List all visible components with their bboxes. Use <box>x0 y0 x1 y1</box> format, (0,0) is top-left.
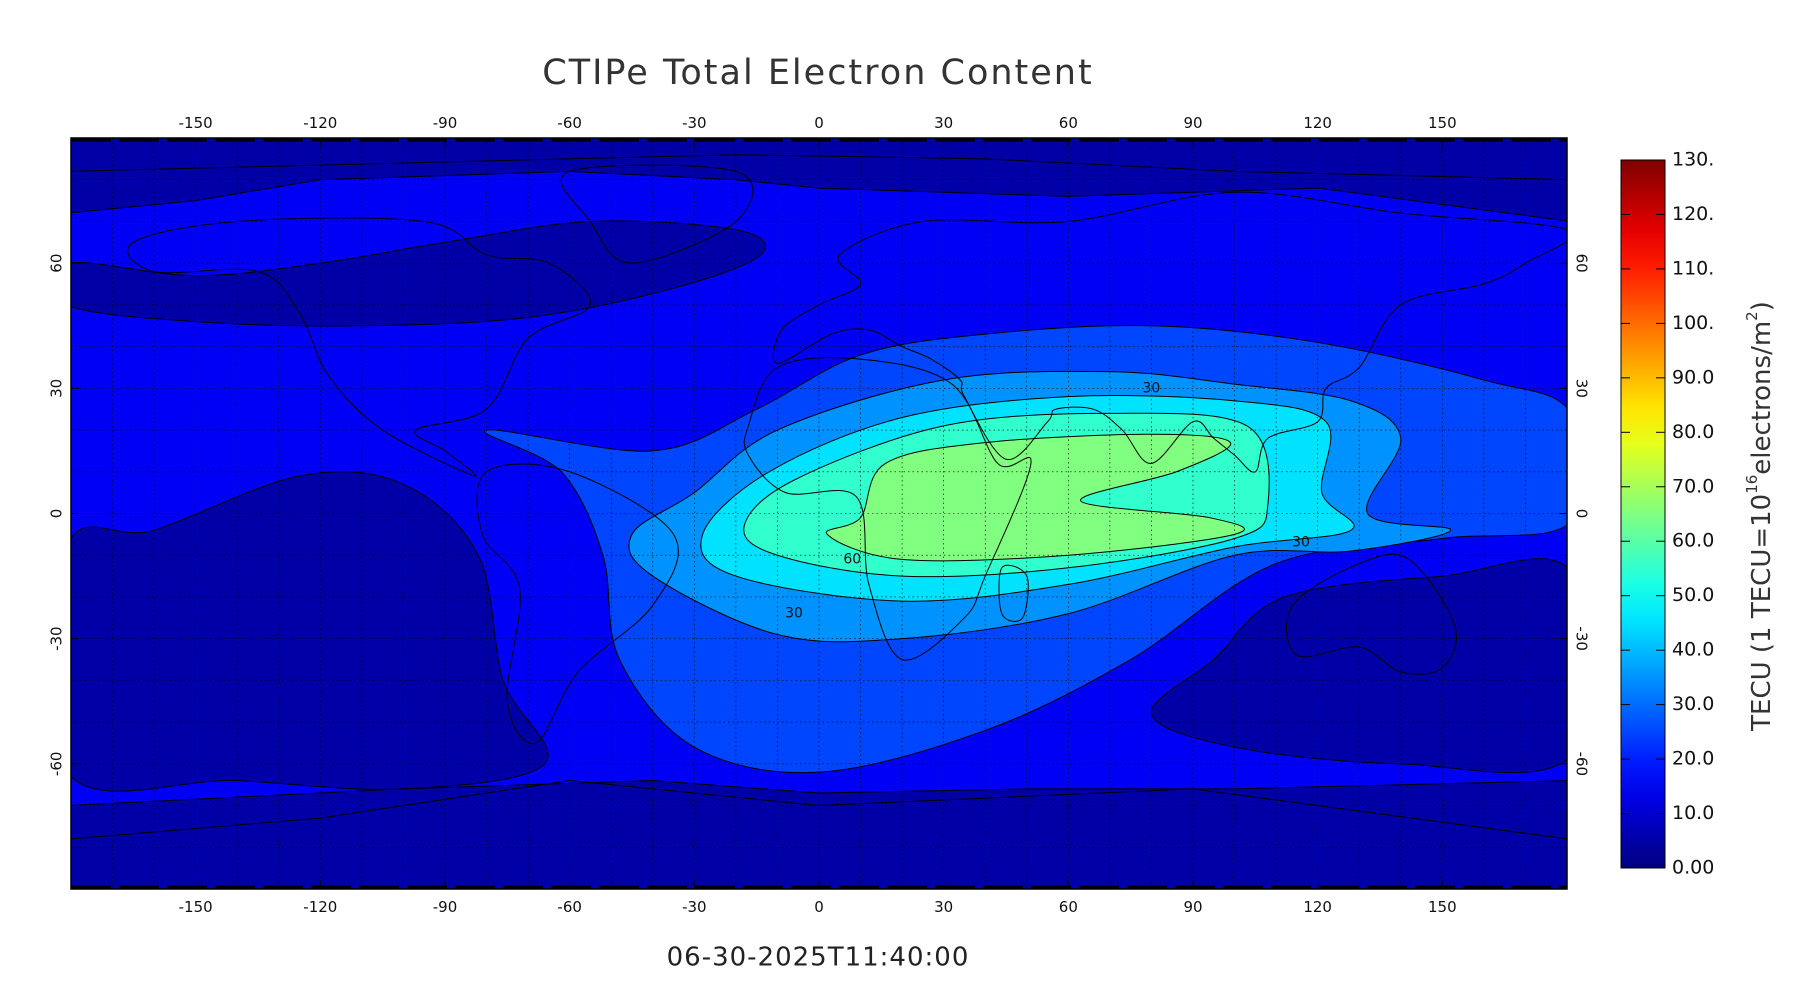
colorbar-tick-label: 30.0 <box>1672 693 1714 715</box>
label-part: ) <box>1747 301 1777 311</box>
x-tick-label: -150 <box>179 114 213 132</box>
y-tick-label: 60 <box>1573 254 1591 273</box>
chart-title: CTIPe Total Electron Content <box>542 53 1093 93</box>
x-tick-label: -30 <box>682 898 707 916</box>
x-tick-label: 30 <box>934 898 953 916</box>
colorbar-tick-label: 130. <box>1672 149 1714 171</box>
x-tick-label: 120 <box>1303 898 1332 916</box>
coastline <box>476 463 679 745</box>
y-tick-label: 30 <box>48 379 66 398</box>
colorbar-tick-label: 10.0 <box>1672 802 1714 824</box>
x-tick-label: 120 <box>1303 114 1332 132</box>
colorbar-tick-label: 0.00 <box>1672 857 1714 879</box>
x-tick-label: -30 <box>682 114 707 132</box>
x-tick-label: -60 <box>557 114 582 132</box>
coastline <box>71 780 1567 840</box>
label-sup: 16 <box>1743 475 1761 494</box>
coastline <box>561 164 754 264</box>
colorbar <box>1620 159 1666 869</box>
x-tick-label: 90 <box>1183 898 1202 916</box>
x-tick-label: 30 <box>934 114 953 132</box>
x-tick-label: -90 <box>433 898 458 916</box>
x-tick-label: 0 <box>814 114 824 132</box>
y-tick-label: -30 <box>1573 626 1591 651</box>
y-tick-label: -30 <box>48 626 66 651</box>
colorbar-tick-label: 80.0 <box>1672 421 1714 443</box>
colorbar-tick-label: 20.0 <box>1672 748 1714 770</box>
colorbar-label: TECU (1 TECU=1016electrons/m2) <box>1743 301 1777 732</box>
label-part: electrons/m <box>1747 321 1777 475</box>
colorbar-tick-label: 50.0 <box>1672 584 1714 606</box>
x-tick-label: -120 <box>303 898 337 916</box>
coastline <box>998 564 1029 622</box>
colorbar-tick-label: 120. <box>1672 203 1714 225</box>
x-tick-label: -60 <box>557 898 582 916</box>
label-sup: 2 <box>1743 311 1761 321</box>
contour-label: 30 <box>785 606 803 622</box>
y-tick-label: 0 <box>1573 509 1591 519</box>
coastline <box>1286 553 1457 675</box>
x-tick-label: -90 <box>433 114 458 132</box>
colorbar-tick-label: 70.0 <box>1672 475 1714 497</box>
x-tick-label: 60 <box>1059 114 1078 132</box>
x-tick-label: 90 <box>1183 114 1202 132</box>
label-part: TECU (1 TECU=10 <box>1747 494 1777 732</box>
x-tick-label: -150 <box>179 898 213 916</box>
colorbar-tick-label: 40.0 <box>1672 639 1714 661</box>
x-tick-label: 0 <box>814 898 824 916</box>
x-tick-label: 150 <box>1428 114 1457 132</box>
y-tick-label: -60 <box>48 752 66 777</box>
y-tick-label: 30 <box>1573 379 1591 398</box>
map-area: 30 30 30 60 <box>71 138 1567 889</box>
y-tick-label: 60 <box>48 254 66 273</box>
contour-label: 30 <box>1143 380 1161 396</box>
y-tick-label: 0 <box>48 509 66 519</box>
x-tick-label: 150 <box>1428 898 1457 916</box>
coastline <box>743 357 1032 661</box>
colorbar-tick-label: 90.0 <box>1672 366 1714 388</box>
x-tick-label: -120 <box>303 114 337 132</box>
contour-band <box>71 220 766 327</box>
colorbar-tick-label: 60.0 <box>1672 530 1714 552</box>
colorbar-tick-label: 110. <box>1672 257 1714 279</box>
timestamp: 06-30-2025T11:40:00 <box>667 943 970 973</box>
contour-band <box>71 780 1567 889</box>
y-tick-label: -60 <box>1573 752 1591 777</box>
contour-label: 60 <box>843 551 861 567</box>
contour-label: 30 <box>1292 535 1310 551</box>
coastline <box>772 191 1567 473</box>
coastline <box>127 217 592 477</box>
x-tick-label: 60 <box>1059 898 1078 916</box>
colorbar-tick-label: 100. <box>1672 312 1714 334</box>
contour-band <box>71 471 549 792</box>
